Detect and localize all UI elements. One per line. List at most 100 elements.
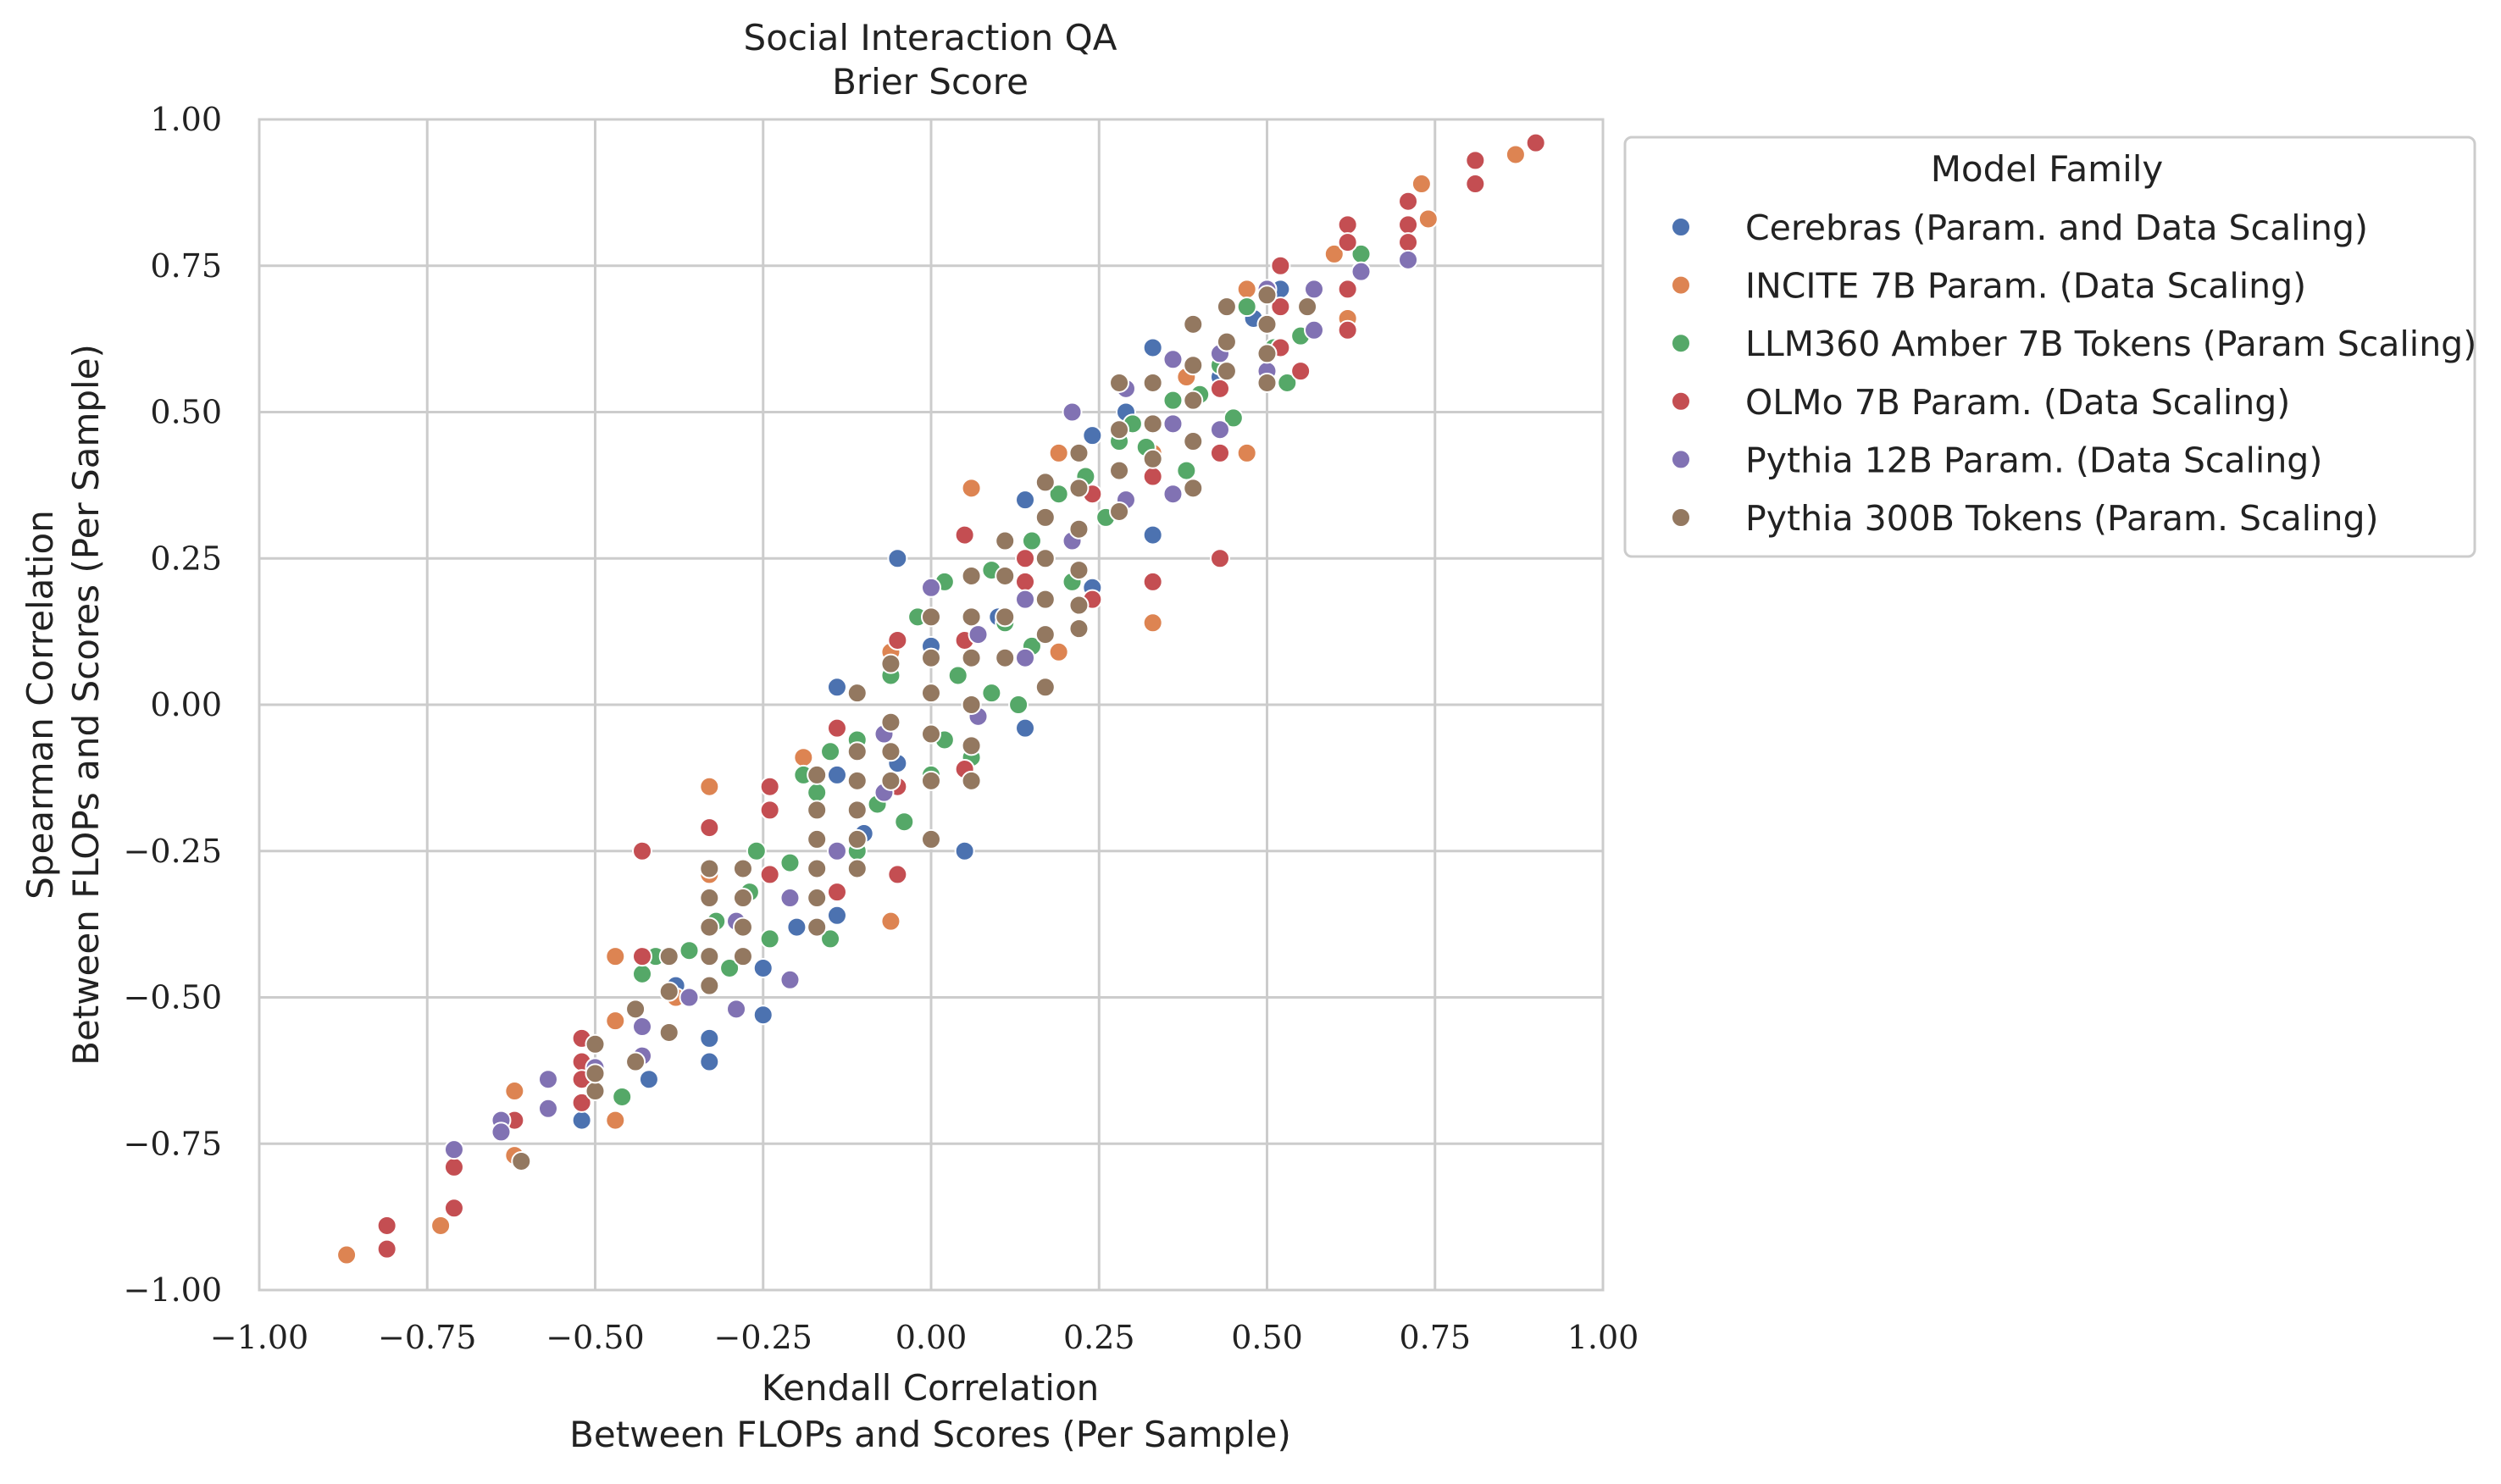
data-point bbox=[679, 987, 700, 1008]
data-point bbox=[880, 770, 901, 791]
data-point bbox=[1015, 717, 1036, 739]
data-point bbox=[1068, 442, 1090, 463]
data-point bbox=[585, 1033, 606, 1055]
y-tick-label: −0.50 bbox=[124, 979, 222, 1016]
data-point bbox=[537, 1069, 558, 1090]
y-axis-label: Spearman Correlation Between FLOPs and S… bbox=[19, 344, 107, 1066]
legend-item-4: Pythia 12B Param. (Data Scaling) bbox=[1671, 440, 2322, 480]
data-point bbox=[1015, 647, 1036, 668]
data-point bbox=[887, 629, 908, 651]
data-point bbox=[699, 946, 720, 967]
legend-items: Cerebras (Param. and Data Scaling) INCITE… bbox=[1671, 208, 2476, 539]
data-point bbox=[1162, 390, 1184, 411]
data-point bbox=[961, 770, 982, 791]
data-point bbox=[1337, 214, 1358, 235]
data-point bbox=[632, 840, 653, 861]
data-point bbox=[1350, 261, 1372, 282]
data-point bbox=[1068, 560, 1090, 581]
data-point bbox=[1176, 460, 1197, 481]
data-point bbox=[759, 864, 780, 885]
data-point bbox=[995, 606, 1016, 628]
data-point bbox=[732, 916, 753, 938]
data-point bbox=[1411, 174, 1432, 195]
data-point bbox=[921, 770, 941, 791]
legend-label: Pythia 300B Tokens (Param. Scaling) bbox=[1745, 498, 2379, 539]
data-point bbox=[887, 548, 908, 569]
data-point bbox=[1223, 407, 1244, 429]
data-point bbox=[1525, 132, 1546, 153]
data-point bbox=[571, 1110, 592, 1131]
data-point bbox=[961, 606, 982, 628]
data-point bbox=[846, 741, 868, 762]
legend-marker bbox=[1671, 507, 1691, 528]
data-point bbox=[1297, 296, 1318, 318]
legend-item-0: Cerebras (Param. and Data Scaling) bbox=[1671, 208, 2368, 248]
data-point bbox=[632, 963, 653, 984]
legend-marker bbox=[1671, 274, 1691, 296]
data-point bbox=[336, 1244, 358, 1265]
data-point bbox=[699, 1051, 720, 1072]
data-point bbox=[1398, 214, 1419, 235]
data-point bbox=[699, 776, 720, 797]
y-axis-label-line-2: Between FLOPs and Scores (Per Sample) bbox=[65, 344, 107, 1066]
data-point bbox=[1398, 249, 1419, 270]
data-point bbox=[732, 888, 753, 909]
data-point bbox=[1162, 349, 1184, 370]
x-tick-label: −0.25 bbox=[714, 1319, 812, 1356]
plot-area-frame bbox=[258, 118, 1605, 1292]
data-point bbox=[1270, 296, 1291, 318]
data-points bbox=[336, 132, 1546, 1265]
data-point bbox=[1183, 313, 1204, 335]
data-point bbox=[880, 712, 901, 733]
y-axis-label-line-1: Spearman Correlation bbox=[19, 510, 61, 900]
data-point bbox=[826, 882, 847, 903]
data-point bbox=[1256, 343, 1278, 364]
legend-item-1: INCITE 7B Param. (Data Scaling) bbox=[1671, 266, 2306, 307]
data-point bbox=[605, 946, 626, 967]
data-point bbox=[1021, 530, 1042, 551]
data-point bbox=[1236, 279, 1257, 300]
data-point bbox=[746, 840, 767, 861]
data-point bbox=[968, 624, 989, 645]
data-point bbox=[807, 858, 828, 879]
data-point bbox=[1109, 372, 1130, 393]
data-point bbox=[921, 683, 941, 704]
data-point bbox=[1183, 390, 1204, 411]
data-point bbox=[605, 1011, 626, 1032]
data-point bbox=[759, 800, 780, 821]
data-point bbox=[1323, 243, 1345, 264]
legend-label: INCITE 7B Param. (Data Scaling) bbox=[1745, 266, 2306, 307]
data-point bbox=[826, 905, 847, 926]
data-point bbox=[1162, 484, 1184, 505]
x-tick-labels: −1.00 −0.75 −0.50 −0.25 0.00 0.25 0.50 0.75 1.00 bbox=[210, 1319, 1639, 1356]
x-tick-label: 0.75 bbox=[1399, 1319, 1471, 1356]
x-tick-label: 0.00 bbox=[896, 1319, 968, 1356]
data-point bbox=[1216, 361, 1237, 382]
data-point bbox=[820, 928, 841, 950]
grid-lines bbox=[258, 118, 1605, 1292]
data-point bbox=[807, 782, 828, 803]
x-tick-label: −0.75 bbox=[378, 1319, 476, 1356]
data-point bbox=[779, 969, 801, 990]
data-point bbox=[1277, 372, 1298, 393]
data-point bbox=[1142, 524, 1163, 545]
x-tick-label: −1.00 bbox=[210, 1319, 308, 1356]
data-point bbox=[1008, 695, 1029, 715]
data-point bbox=[1398, 232, 1419, 253]
data-point bbox=[1142, 466, 1163, 487]
data-point bbox=[1142, 571, 1163, 592]
legend-label: OLMo 7B Param. (Data Scaling) bbox=[1745, 382, 2290, 423]
data-point bbox=[1142, 448, 1163, 469]
data-point bbox=[632, 1016, 653, 1038]
data-point bbox=[995, 530, 1016, 551]
data-point bbox=[1068, 618, 1090, 640]
data-point bbox=[759, 776, 780, 797]
data-point bbox=[1034, 472, 1056, 493]
x-tick-label: 0.50 bbox=[1231, 1319, 1303, 1356]
data-point bbox=[880, 653, 901, 674]
data-point bbox=[1209, 548, 1230, 569]
data-point bbox=[947, 665, 968, 686]
data-point bbox=[1256, 372, 1278, 393]
data-point bbox=[443, 1198, 464, 1219]
data-point bbox=[504, 1081, 525, 1102]
